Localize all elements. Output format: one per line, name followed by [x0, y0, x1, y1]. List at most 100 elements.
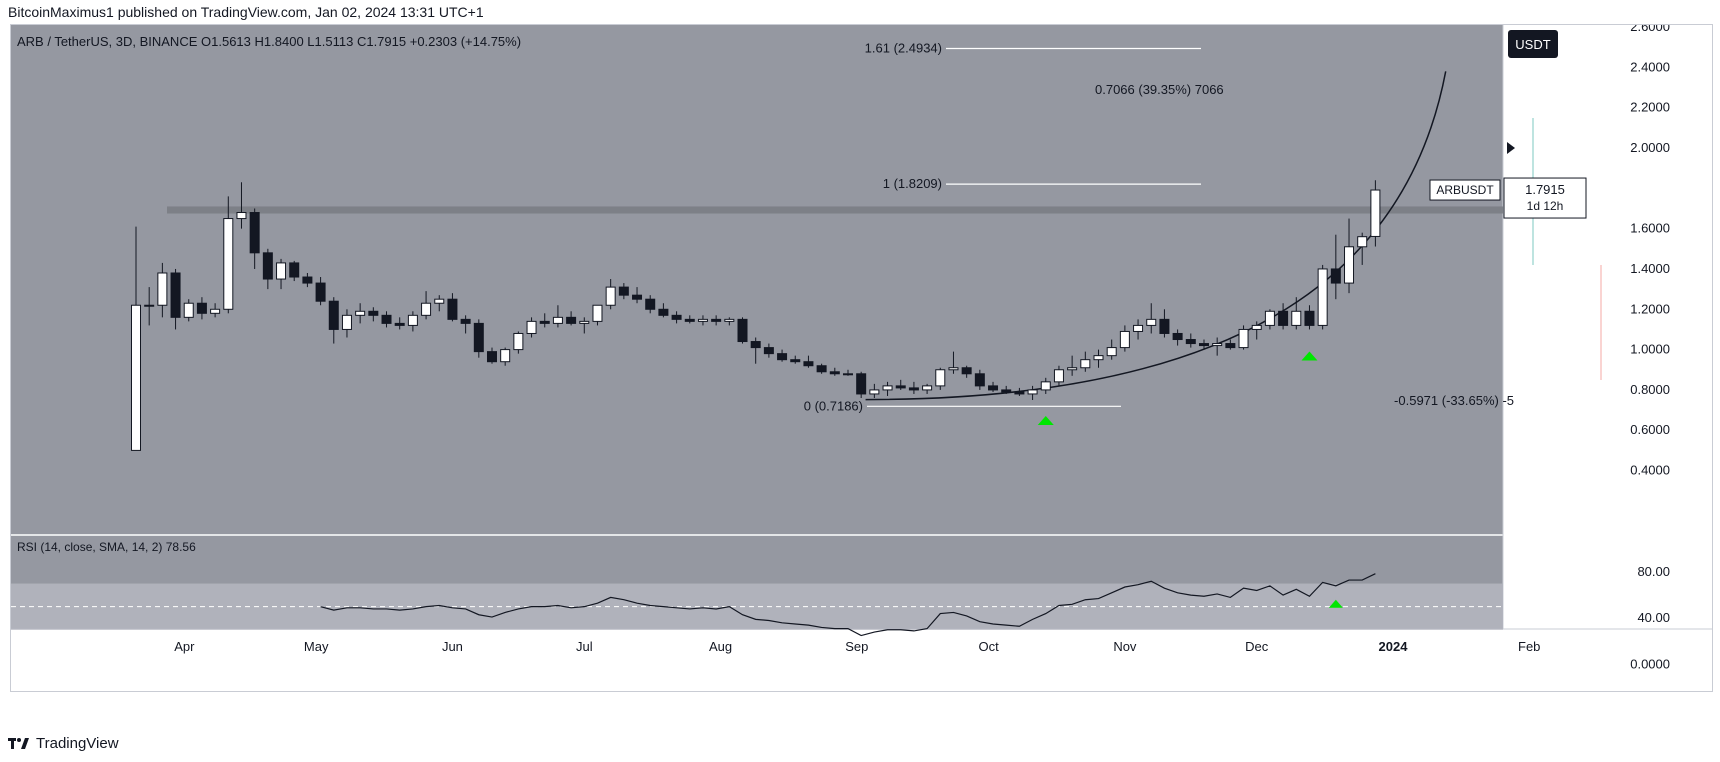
candle-up[interactable] [1251, 324, 1262, 330]
candle-down[interactable] [486, 351, 497, 363]
candle-up[interactable] [157, 272, 168, 306]
candle-down[interactable] [394, 322, 405, 326]
candle-up[interactable] [697, 318, 708, 322]
candle-down[interactable] [460, 318, 471, 324]
candle-up[interactable] [144, 304, 155, 307]
candle-down[interactable] [777, 353, 788, 361]
candle-up[interactable] [922, 385, 933, 391]
candle-down[interactable] [711, 318, 722, 322]
candle-down[interactable] [1304, 310, 1315, 326]
candle-down[interactable] [618, 286, 629, 296]
candle-up[interactable] [355, 310, 366, 316]
candle-down[interactable] [671, 314, 682, 320]
candle-up[interactable] [882, 385, 893, 391]
candle-down[interactable] [1225, 343, 1236, 349]
candlestick-chart[interactable]: 1.61 (2.4934) 1 (1.8209) 0 (0.7186) 0.7066 … [11, 25, 1713, 692]
candle-down[interactable] [368, 310, 379, 316]
candle-down[interactable] [196, 302, 207, 314]
candle-up[interactable] [500, 349, 511, 363]
candle-up[interactable] [1357, 236, 1368, 248]
candle-up[interactable] [1212, 343, 1223, 347]
candle-up[interactable] [1106, 347, 1117, 357]
candle-down[interactable] [1278, 310, 1289, 326]
candle-up[interactable] [210, 308, 221, 314]
candle-up[interactable] [341, 314, 352, 330]
candle-down[interactable] [895, 385, 906, 389]
candle-down[interactable] [829, 371, 840, 375]
candle-down[interactable] [1330, 268, 1341, 284]
candle-down[interactable] [289, 262, 300, 278]
candle-down[interactable] [658, 308, 669, 316]
candle-up[interactable] [869, 389, 880, 395]
candle-down[interactable] [790, 359, 801, 363]
candle-up[interactable] [1080, 359, 1091, 369]
candle-down[interactable] [1159, 318, 1170, 334]
candle-up[interactable] [1067, 367, 1078, 371]
candle-up[interactable] [724, 318, 735, 322]
candle-down[interactable] [1198, 343, 1209, 347]
candle-up[interactable] [1119, 330, 1130, 349]
candle-down[interactable] [1014, 391, 1025, 395]
candle-down[interactable] [803, 361, 814, 367]
candle-up[interactable] [183, 302, 194, 318]
candle-down[interactable] [961, 367, 972, 375]
currency-button-label[interactable]: USDT [1515, 37, 1550, 52]
candle-down[interactable] [988, 385, 999, 391]
candle-up[interactable] [1146, 318, 1157, 326]
candle-up[interactable] [223, 218, 234, 310]
candle-up[interactable] [1133, 324, 1144, 332]
candle-up[interactable] [579, 320, 590, 324]
candle-down[interactable] [566, 316, 577, 324]
candle-up[interactable] [1027, 389, 1038, 395]
candle-down[interactable] [381, 314, 392, 324]
candle-down[interactable] [750, 341, 761, 349]
currency-button[interactable] [1508, 30, 1558, 58]
candle-up[interactable] [1053, 369, 1064, 383]
price-axis-tick: 2.0000 [1630, 140, 1670, 155]
candle-down[interactable] [1172, 332, 1183, 341]
candle-up[interactable] [434, 298, 445, 304]
candle-up[interactable] [407, 314, 418, 326]
candle-up[interactable] [1264, 310, 1275, 326]
candle-down[interactable] [249, 212, 260, 254]
candle-up[interactable] [1093, 355, 1104, 361]
candle-up[interactable] [1370, 189, 1381, 237]
candle-down[interactable] [447, 298, 458, 320]
candle-down[interactable] [632, 294, 643, 300]
candle-up[interactable] [513, 332, 524, 351]
chart-container[interactable]: 1.61 (2.4934) 1 (1.8209) 0 (0.7186) 0.7066 … [10, 24, 1713, 692]
candle-up[interactable] [526, 320, 537, 334]
candle-down[interactable] [763, 347, 774, 355]
candle-down[interactable] [1185, 339, 1196, 345]
candle-down[interactable] [473, 322, 484, 353]
candle-up[interactable] [1040, 381, 1051, 391]
candle-up[interactable] [552, 316, 563, 324]
candle-down[interactable] [302, 276, 313, 284]
candle-down[interactable] [816, 365, 827, 373]
candle-down[interactable] [645, 298, 656, 310]
candle-up[interactable] [842, 373, 853, 376]
candle-down[interactable] [315, 282, 326, 302]
candle-up[interactable] [1291, 310, 1302, 326]
candle-up[interactable] [421, 302, 432, 316]
candle-up[interactable] [605, 286, 616, 306]
candle-up[interactable] [1344, 246, 1355, 284]
candle-down[interactable] [908, 387, 919, 391]
candle-down[interactable] [262, 252, 273, 280]
candle-up[interactable] [236, 212, 247, 220]
candle-down[interactable] [974, 373, 985, 387]
candle-up[interactable] [1238, 328, 1249, 349]
candle-down[interactable] [1001, 389, 1012, 393]
candle-down[interactable] [856, 373, 867, 395]
candle-up[interactable] [948, 367, 959, 371]
candle-down[interactable] [328, 300, 339, 330]
candle-up[interactable] [276, 262, 287, 280]
candle-down[interactable] [539, 320, 550, 324]
candle-up[interactable] [592, 304, 603, 322]
candle-up[interactable] [1317, 268, 1328, 326]
candle-down[interactable] [737, 318, 748, 343]
candle-down[interactable] [684, 318, 695, 322]
candle-up[interactable] [935, 369, 946, 387]
candle-up[interactable] [131, 304, 141, 451]
candle-down[interactable] [170, 272, 181, 318]
